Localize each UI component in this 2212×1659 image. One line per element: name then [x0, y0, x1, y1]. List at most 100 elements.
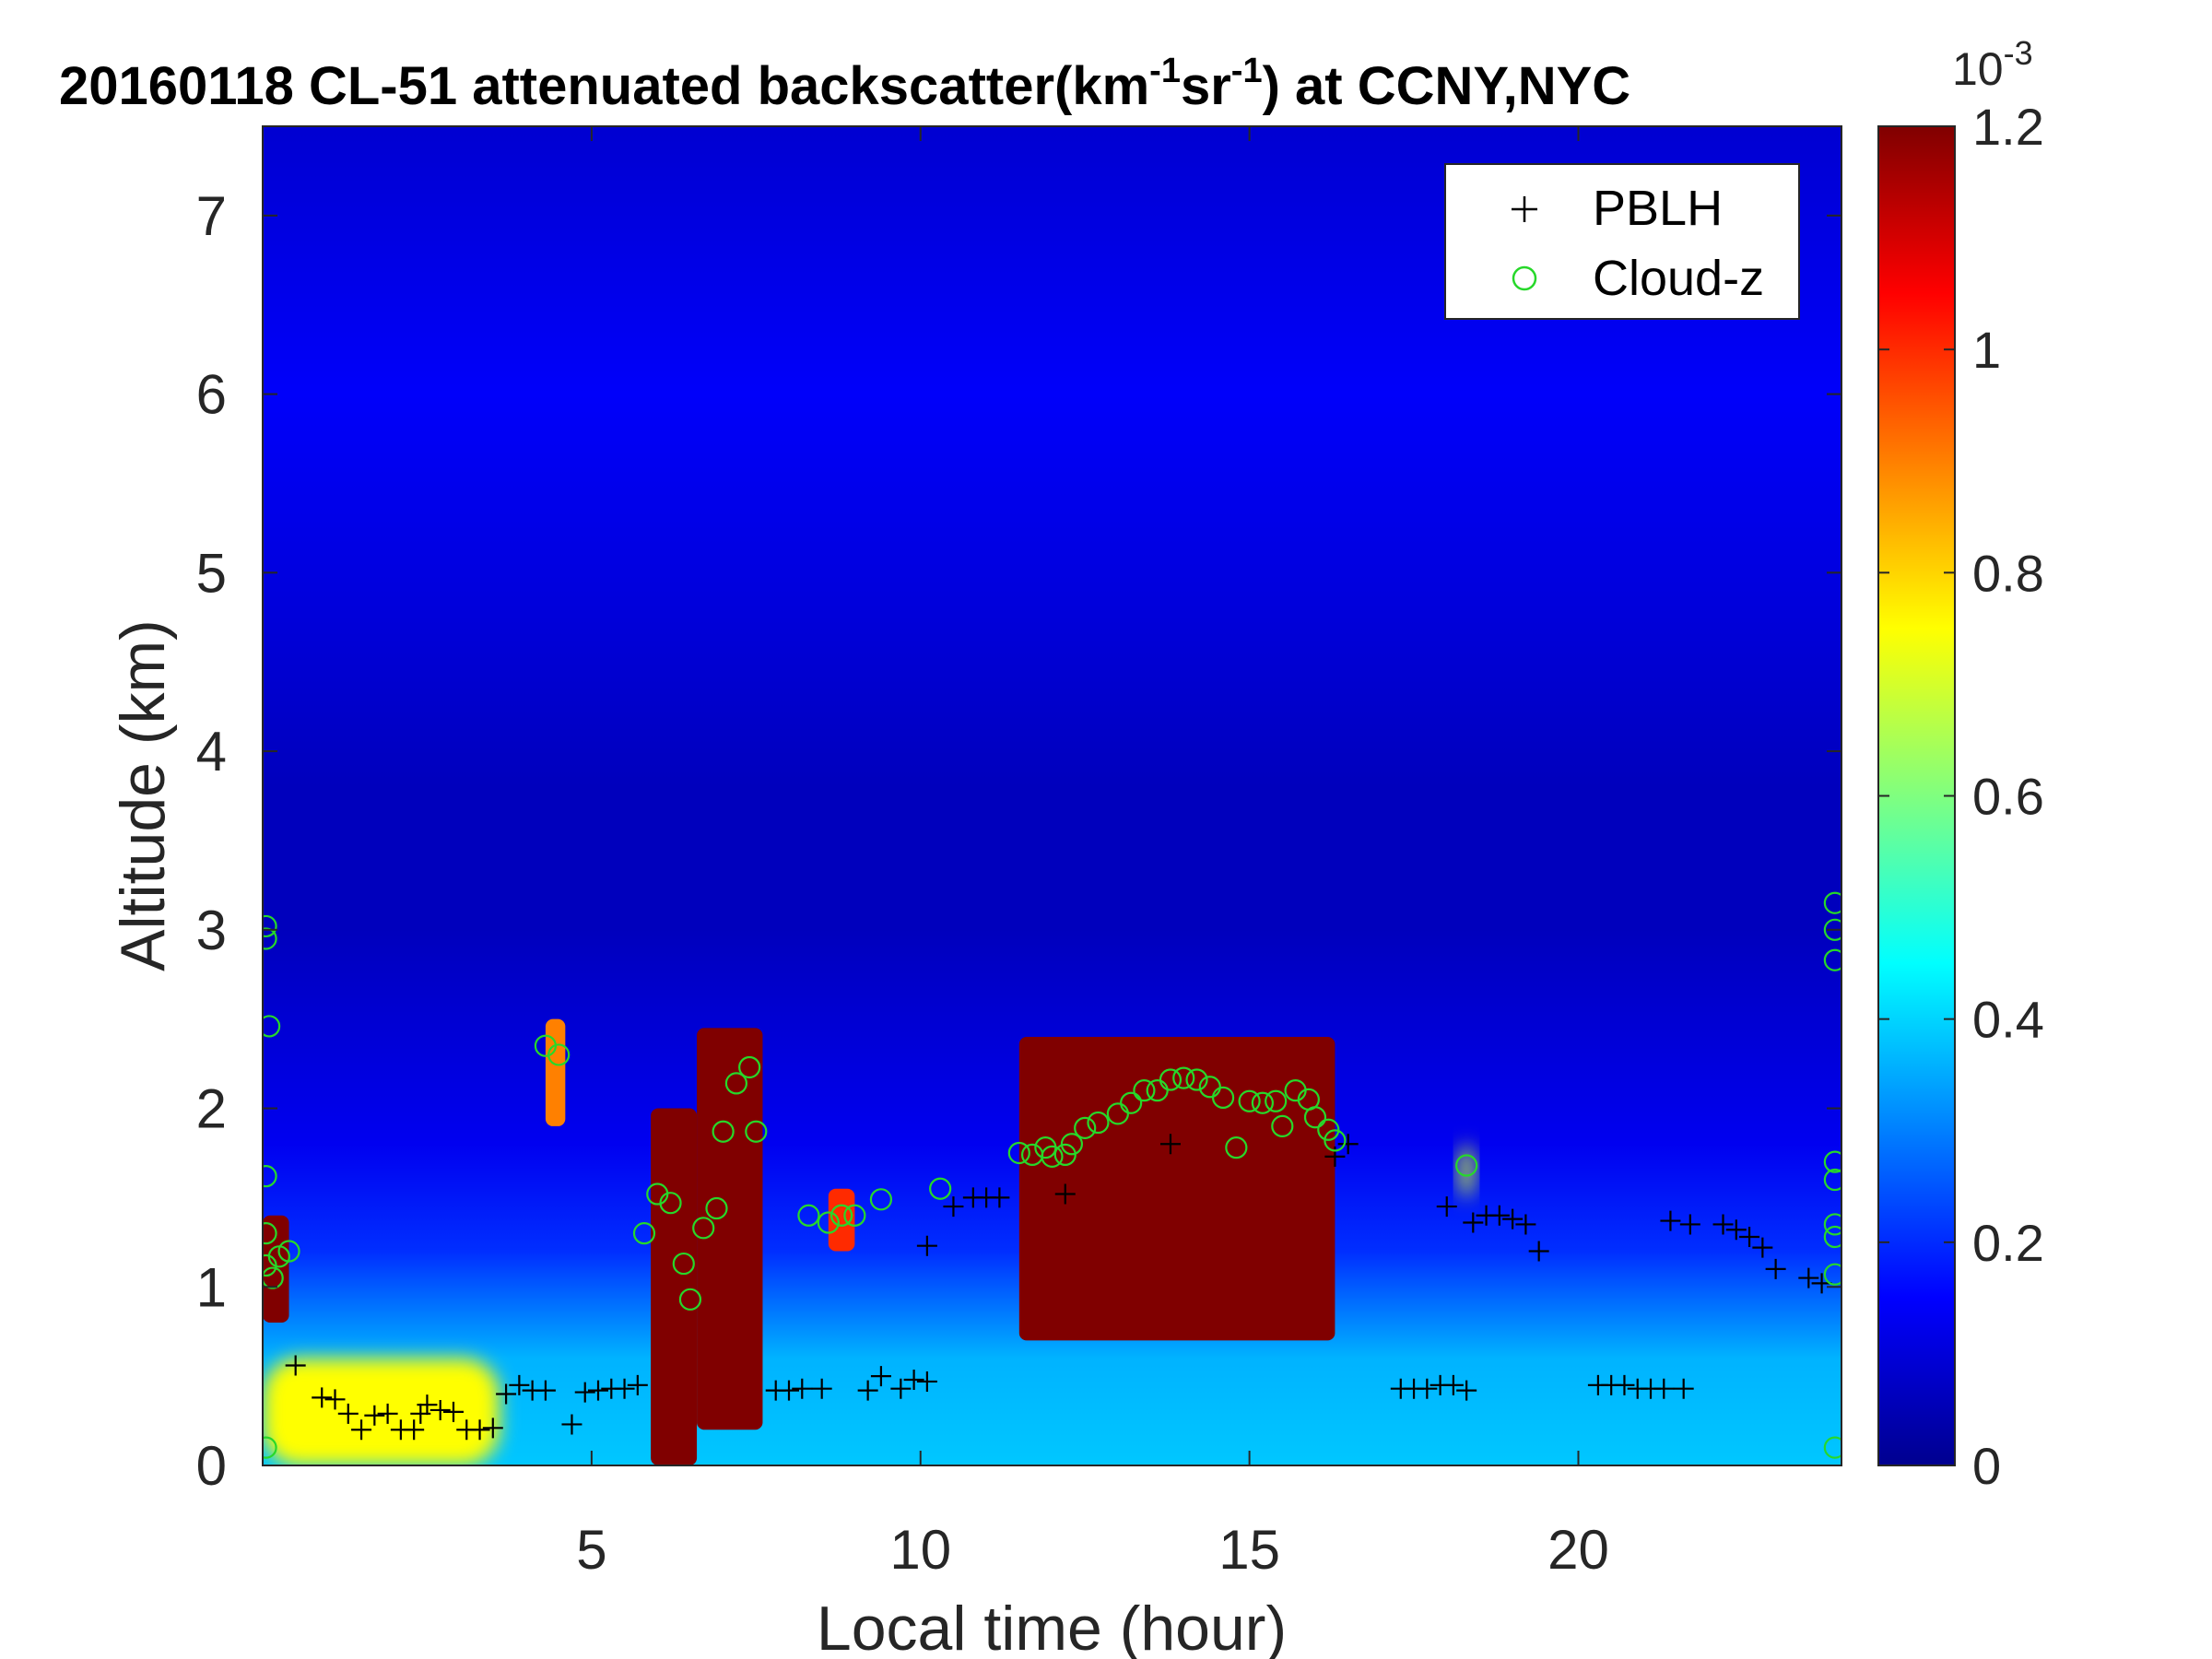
cloud-z-point	[277, 1240, 300, 1263]
colorbar-tick-label: 1.2	[1972, 98, 2044, 156]
cloud-z-point	[1823, 948, 1841, 971]
cloud-z-point	[1455, 1154, 1478, 1177]
pblh-point	[811, 1378, 832, 1399]
pblh-point	[627, 1374, 648, 1395]
backscatter-region	[1018, 1037, 1335, 1341]
pblh-point	[1528, 1241, 1549, 1262]
colorbar-exponent: 10-3	[1952, 34, 2033, 95]
y-tick-label: 1	[196, 1256, 227, 1318]
cloud-z-point	[659, 1192, 682, 1215]
cloud-z-point	[1823, 1168, 1841, 1192]
pblh-point	[442, 1401, 464, 1422]
legend-box	[1444, 163, 1800, 320]
pblh-point	[1456, 1380, 1477, 1401]
pblh-point	[1436, 1196, 1457, 1218]
cloud-z-point	[1265, 1089, 1288, 1112]
pblh-point	[1765, 1258, 1786, 1279]
cloud-z-point	[1053, 1143, 1077, 1167]
pblh-point	[496, 1383, 517, 1405]
cloud-z-point	[672, 1252, 695, 1276]
colorbar: 0 0.2 0.4 0.6 0.8 1 1.2 10-3	[1877, 34, 2044, 1495]
y-tick-label: 4	[196, 721, 227, 782]
cloud-z-point	[724, 1072, 748, 1095]
pblh-point	[561, 1414, 582, 1435]
backscatter-region	[828, 1188, 855, 1252]
cloud-z-point	[263, 1266, 284, 1289]
cloud-z-point	[1823, 1436, 1841, 1459]
pblh-point	[1679, 1214, 1700, 1235]
cloud-z-point	[797, 1204, 820, 1227]
legend: PBLH Cloud-z	[1444, 163, 1800, 320]
pblh-point	[429, 1399, 451, 1420]
cloud-z-point	[1185, 1068, 1208, 1091]
pblh-point	[509, 1374, 530, 1395]
y-axis-label: Altitude (km)	[108, 619, 178, 971]
pblh-point	[614, 1378, 635, 1399]
cloud-z-point	[1251, 1091, 1275, 1114]
legend-label-pblh: PBLH	[1593, 181, 1723, 236]
pblh-point	[469, 1419, 490, 1441]
pblh-point	[588, 1380, 609, 1401]
y-axis-ticks: 0 1 2 3 4 5 6 7	[196, 185, 1841, 1497]
pblh-point	[1752, 1237, 1773, 1258]
pblh-point	[1463, 1212, 1484, 1233]
cloud-z-point	[1823, 918, 1841, 941]
pblh-point	[417, 1394, 438, 1416]
pblh-point	[916, 1235, 937, 1256]
cloud-z-point	[1041, 1145, 1064, 1168]
cloud-z-point	[1823, 1225, 1841, 1249]
colorbar-tick-label: 0.4	[1972, 991, 2044, 1049]
cloud-z-point	[830, 1204, 853, 1227]
y-tick-label: 6	[196, 364, 227, 426]
backscatter-region	[1460, 1144, 1474, 1198]
pblh-point	[1417, 1378, 1438, 1399]
legend-marker-pblh	[1512, 196, 1537, 222]
pblh-point	[1159, 1134, 1181, 1155]
cloud-z-point	[712, 1120, 735, 1143]
pblh-point	[1515, 1214, 1536, 1235]
x-axis-ticks: 5 10 15 20	[576, 126, 1609, 1581]
cloud-z-point	[843, 1204, 866, 1227]
cloud-z-point	[745, 1120, 768, 1143]
cloud-z-point	[1823, 1213, 1841, 1236]
cloud-z-point	[1823, 1150, 1841, 1173]
pblh-point	[1739, 1227, 1760, 1248]
pblh-point	[1337, 1134, 1359, 1155]
y-tick-label: 5	[196, 542, 227, 604]
pblh-point	[890, 1378, 912, 1399]
cloud-z-point	[1007, 1141, 1030, 1165]
series-pblh	[285, 1134, 1832, 1441]
pblh-point	[377, 1403, 398, 1424]
cloud-z-point	[869, 1188, 893, 1211]
cloud-z-point	[1823, 891, 1841, 914]
cloud-z-point	[705, 1196, 728, 1220]
legend-label-cloud-z: Cloud-z	[1593, 251, 1764, 306]
pblh-point	[1712, 1214, 1734, 1235]
pblh-point	[1725, 1219, 1747, 1241]
cloud-z-point	[1159, 1068, 1182, 1091]
pblh-point	[574, 1382, 595, 1403]
backscatter-region	[545, 1018, 566, 1126]
x-tick-label: 5	[576, 1519, 606, 1581]
pblh-point	[943, 1196, 964, 1218]
x-axis-label: Local time (hour)	[817, 1594, 1287, 1659]
pblh-point	[1673, 1378, 1694, 1399]
plot-area	[263, 126, 1841, 1465]
pblh-point	[1054, 1183, 1076, 1205]
colorbar-tick-label: 0.8	[1972, 544, 2044, 602]
colorbar-tick-label: 0.6	[1972, 768, 2044, 826]
cloud-z-point	[263, 1222, 277, 1245]
colorbar-ticks: 0 0.2 0.4 0.6 0.8 1 1.2	[1878, 98, 2044, 1495]
cloud-z-point	[692, 1217, 715, 1240]
cloud-z-point	[1303, 1106, 1327, 1129]
cloud-z-point	[1060, 1133, 1084, 1156]
pblh-point	[312, 1387, 333, 1408]
cloud-z-point	[1133, 1079, 1156, 1102]
cloud-z-point	[1238, 1089, 1261, 1112]
pblh-point	[337, 1403, 359, 1424]
pblh-point	[1442, 1374, 1464, 1395]
cloud-z-point	[1172, 1066, 1195, 1089]
cloud-z-point	[817, 1211, 840, 1234]
colorbar-tick-label: 0	[1972, 1437, 2001, 1495]
cloud-z-point	[263, 1015, 281, 1038]
